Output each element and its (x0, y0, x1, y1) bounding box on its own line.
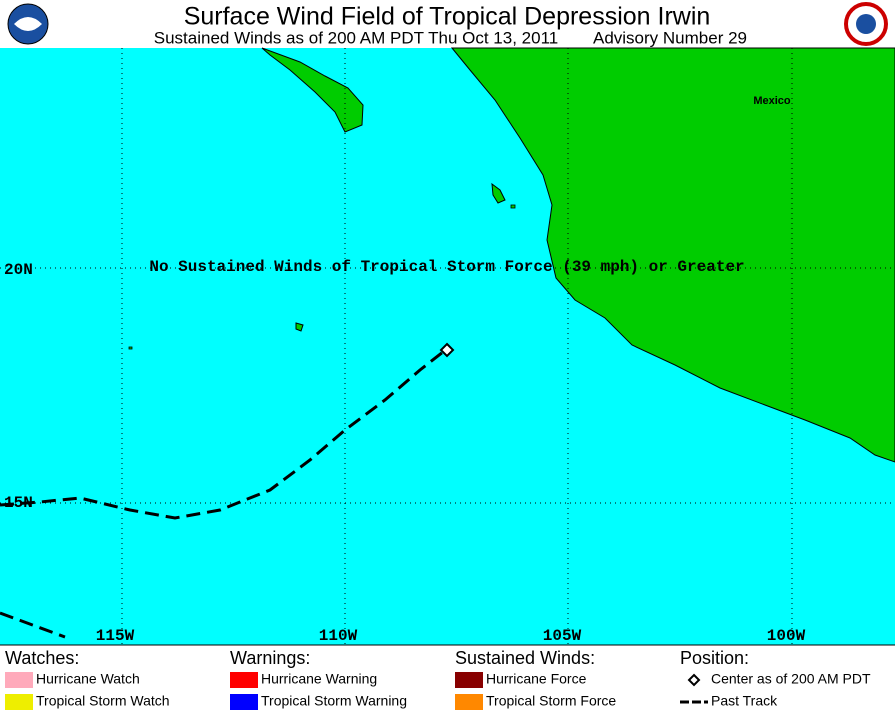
storm-center (439, 342, 455, 358)
legend-heading: Position: (680, 648, 749, 668)
legend-heading: Watches: (5, 648, 79, 668)
island (128, 346, 133, 350)
legend-swatch (455, 672, 483, 688)
country-label: Mexico (753, 95, 791, 107)
longitude-label: 100W (767, 627, 806, 645)
legend-swatch (230, 672, 258, 688)
legend-label: Hurricane Watch (36, 671, 140, 687)
longitude-label: 105W (543, 627, 582, 645)
legend-swatch (230, 694, 258, 710)
legend-swatch (5, 672, 33, 688)
past-track (0, 611, 66, 639)
latitude-label: 15N (4, 494, 33, 512)
legend-label: Hurricane Force (486, 671, 587, 687)
map: Mexico No Sustained Winds of Tropical St… (0, 47, 895, 646)
nws-logo (844, 2, 888, 46)
legend-swatch (455, 694, 483, 710)
island (295, 322, 304, 332)
legend-swatch (5, 694, 33, 710)
subtitle: Sustained Winds as of 200 AM PDT Thu Oct… (154, 28, 558, 47)
advisory: Advisory Number 29 (593, 28, 747, 47)
legend-label: Tropical Storm Warning (261, 693, 407, 709)
logo-center (856, 14, 876, 34)
legend-label: Center as of 200 AM PDT (711, 671, 871, 687)
land-baja (261, 47, 364, 133)
latitude-label: 20N (4, 261, 33, 279)
legend-label: Hurricane Warning (261, 671, 377, 687)
graticule (0, 48, 895, 645)
longitude-label: 115W (96, 627, 135, 645)
land-mexico (450, 47, 895, 463)
logo-shape (14, 17, 42, 31)
island (491, 182, 506, 204)
past-track (0, 350, 444, 520)
legend-heading: Warnings: (230, 648, 310, 668)
legend-label: Past Track (711, 693, 778, 709)
legend-label: Tropical Storm Watch (36, 693, 170, 709)
legend-heading: Sustained Winds: (455, 648, 595, 668)
noaa-logo (7, 3, 49, 45)
title: Surface Wind Field of Tropical Depressio… (184, 3, 711, 31)
legend-label: Tropical Storm Force (486, 693, 616, 709)
legend-diamond (687, 673, 701, 687)
longitude-label: 110W (319, 627, 358, 645)
island (510, 204, 516, 209)
annotation: No Sustained Winds of Tropical Storm For… (149, 258, 744, 276)
legend: Watches: Hurricane Watch Tropical Storm Wa… (5, 648, 871, 710)
